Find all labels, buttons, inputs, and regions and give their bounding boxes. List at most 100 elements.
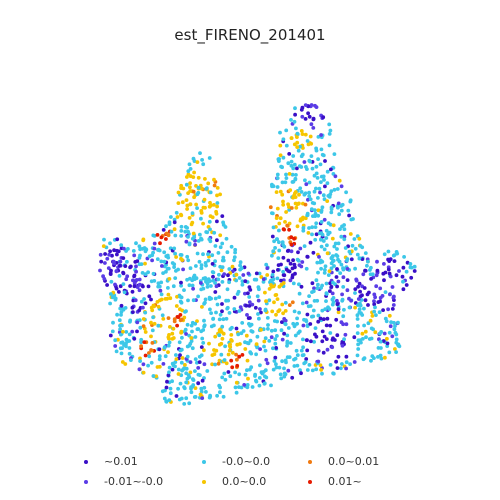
- point-4: [300, 132, 305, 137]
- point-1: [366, 303, 370, 307]
- point-3: [177, 340, 182, 345]
- point-4: [189, 336, 194, 340]
- point-3: [356, 303, 360, 307]
- point-4: [278, 153, 283, 158]
- point-3: [285, 341, 290, 345]
- point-3: [239, 385, 244, 390]
- point-3: [201, 286, 206, 291]
- point-3: [300, 353, 305, 358]
- point-2: [98, 252, 103, 257]
- point-3: [362, 306, 366, 311]
- point-3: [355, 252, 360, 257]
- point-3: [115, 312, 119, 317]
- point-1: [357, 281, 362, 286]
- point-3: [396, 342, 401, 347]
- point-2: [288, 278, 293, 283]
- point-3: [393, 330, 398, 335]
- point-2: [345, 288, 350, 293]
- point-6: [155, 233, 160, 237]
- point-2: [122, 246, 126, 251]
- legend-label-1: ~0.01: [104, 455, 138, 468]
- point-2: [375, 259, 379, 264]
- point-3: [204, 279, 208, 284]
- point-4: [167, 277, 172, 281]
- point-1: [412, 269, 417, 273]
- point-1: [308, 322, 313, 326]
- point-4: [278, 189, 283, 194]
- point-3: [340, 224, 344, 229]
- point-3: [237, 372, 242, 377]
- point-3: [220, 265, 225, 270]
- point-3: [196, 239, 201, 243]
- point-1: [321, 115, 326, 120]
- point-1: [226, 273, 230, 278]
- point-1: [234, 326, 239, 331]
- point-4: [138, 356, 142, 361]
- point-2: [269, 335, 274, 340]
- point-3: [314, 221, 319, 226]
- point-3: [278, 372, 283, 377]
- point-3: [317, 231, 322, 236]
- point-4: [176, 190, 181, 195]
- point-1: [243, 279, 248, 284]
- point-3: [305, 368, 310, 372]
- point-4: [275, 206, 280, 211]
- point-3: [174, 210, 179, 215]
- point-6: [281, 227, 286, 232]
- point-2: [193, 242, 198, 247]
- point-3: [218, 390, 222, 395]
- point-4: [214, 209, 219, 214]
- point-2: [289, 249, 294, 254]
- point-4: [274, 216, 279, 221]
- point-3: [294, 126, 298, 131]
- point-2: [134, 264, 138, 269]
- point-3: [162, 259, 167, 264]
- point-4: [180, 356, 185, 360]
- point-2: [304, 182, 309, 187]
- point-3: [201, 341, 206, 345]
- point-3: [316, 282, 320, 287]
- point-4: [264, 299, 268, 303]
- point-1: [363, 298, 368, 303]
- point-1: [295, 166, 299, 171]
- point-4: [243, 347, 248, 351]
- point-3: [285, 333, 290, 338]
- point-1: [270, 234, 275, 239]
- point-3: [232, 307, 237, 311]
- point-4: [206, 181, 211, 186]
- point-2: [135, 285, 140, 289]
- point-2: [202, 362, 207, 367]
- point-3: [394, 350, 398, 354]
- point-3: [208, 393, 213, 398]
- point-2: [388, 274, 393, 279]
- point-4: [353, 305, 357, 310]
- point-3: [355, 313, 360, 318]
- point-4: [330, 236, 335, 241]
- point-3: [188, 266, 193, 271]
- point-4: [273, 293, 278, 297]
- point-3: [310, 232, 314, 237]
- legend-item-6: 0.01~: [304, 475, 424, 488]
- point-2: [344, 366, 348, 371]
- point-5: [289, 206, 294, 210]
- point-1: [305, 254, 310, 259]
- point-3: [183, 229, 188, 234]
- point-2: [388, 292, 392, 297]
- point-2: [222, 272, 227, 276]
- point-2: [131, 278, 135, 283]
- point-3: [278, 130, 282, 135]
- point-3: [273, 337, 278, 342]
- point-3: [236, 332, 241, 337]
- point-3: [187, 401, 192, 406]
- point-2: [386, 307, 390, 312]
- point-3: [313, 237, 318, 242]
- point-2: [265, 361, 270, 366]
- point-2: [137, 288, 142, 293]
- point-1: [378, 299, 382, 304]
- point-4: [210, 215, 215, 220]
- point-5: [285, 224, 290, 228]
- point-1: [115, 237, 120, 242]
- point-3: [324, 299, 328, 303]
- point-4: [188, 202, 193, 207]
- point-3: [299, 190, 304, 194]
